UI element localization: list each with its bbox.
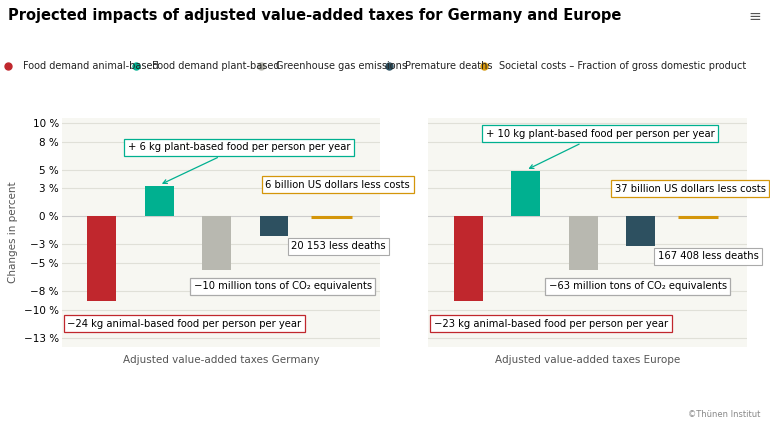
Bar (203, 216, 231, 270)
Bar (511, 170, 540, 216)
Bar (88, 216, 116, 301)
Text: 6 billion US dollars less costs: 6 billion US dollars less costs (266, 180, 410, 190)
X-axis label: Adjusted value-added taxes Germany: Adjusted value-added taxes Germany (122, 355, 320, 365)
Text: 167 408 less deaths: 167 408 less deaths (658, 251, 758, 261)
Text: 37 billion US dollars less costs: 37 billion US dollars less costs (614, 184, 766, 194)
Text: −63 million tons of CO₂ equivalents: −63 million tons of CO₂ equivalents (549, 281, 727, 291)
Text: + 10 kg plant-based food per person per year: + 10 kg plant-based food per person per … (486, 129, 715, 168)
Bar (259, 216, 289, 236)
Text: −23 kg animal-based food per person per year: −23 kg animal-based food per person per … (434, 319, 668, 329)
Text: Premature deaths: Premature deaths (405, 60, 492, 71)
Bar (626, 216, 655, 246)
Y-axis label: Changes in percent: Changes in percent (8, 182, 18, 283)
Text: ©Thünen Institut: ©Thünen Institut (688, 410, 761, 419)
Text: Societal costs – Fraction of gross domestic product: Societal costs – Fraction of gross domes… (499, 60, 747, 71)
Text: Projected impacts of adjusted value-added taxes for Germany and Europe: Projected impacts of adjusted value-adde… (8, 8, 621, 23)
Text: Food demand animal-based: Food demand animal-based (23, 60, 159, 71)
Text: −10 million tons of CO₂ equivalents: −10 million tons of CO₂ equivalents (194, 281, 372, 291)
Bar (454, 216, 483, 301)
Bar (569, 216, 598, 270)
Text: 20 153 less deaths: 20 153 less deaths (291, 241, 386, 251)
Text: + 6 kg plant-based food per person per year: + 6 kg plant-based food per person per y… (128, 143, 350, 184)
Text: −24 kg animal-based food per person per year: −24 kg animal-based food per person per … (67, 319, 302, 329)
Text: Greenhouse gas emissions: Greenhouse gas emissions (276, 60, 407, 71)
Text: Food demand plant-based: Food demand plant-based (152, 60, 280, 71)
Text: ≡: ≡ (748, 9, 761, 24)
X-axis label: Adjusted value-added taxes Europe: Adjusted value-added taxes Europe (495, 355, 680, 365)
Bar (145, 186, 173, 216)
